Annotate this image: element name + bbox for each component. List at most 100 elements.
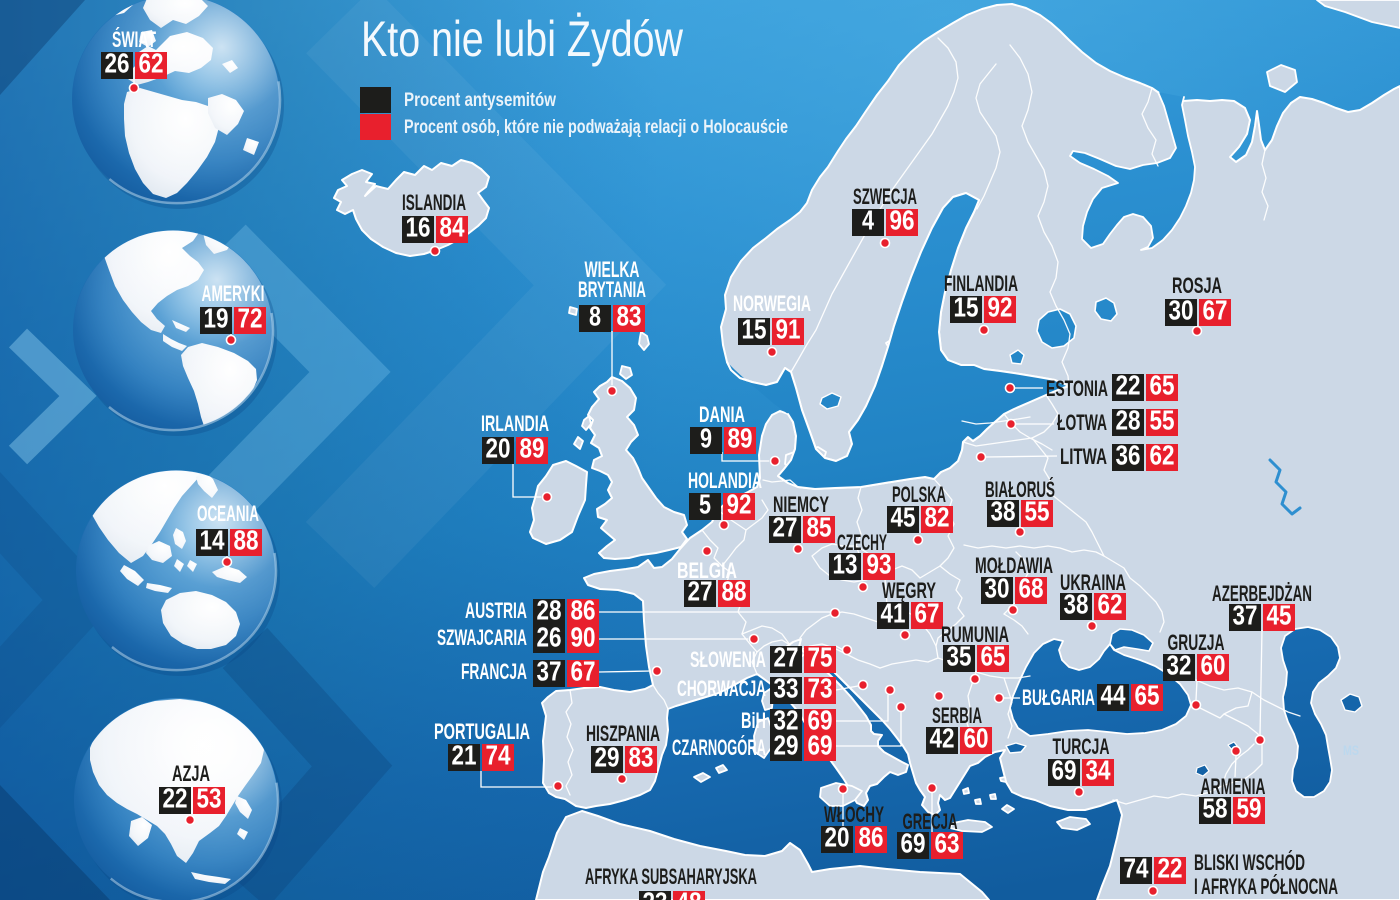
svg-text:HISZPANIA: HISZPANIA: [586, 721, 660, 746]
svg-text:SZWAJCARIA: SZWAJCARIA: [437, 625, 527, 650]
svg-text:AUSTRIA: AUSTRIA: [465, 598, 527, 623]
svg-text:BIAŁORUŚ: BIAŁORUŚ: [985, 477, 1055, 502]
svg-text:65: 65: [1150, 370, 1175, 401]
svg-text:20: 20: [486, 433, 511, 464]
svg-text:ESTONIA: ESTONIA: [1046, 376, 1108, 401]
svg-text:85: 85: [807, 512, 832, 543]
svg-text:UKRAINA: UKRAINA: [1060, 570, 1126, 595]
svg-text:Kto nie lubi Żydów: Kto nie lubi Żydów: [361, 11, 684, 67]
svg-text:84: 84: [440, 212, 465, 243]
svg-text:20: 20: [825, 822, 850, 853]
svg-text:67: 67: [915, 598, 940, 629]
svg-text:SŁOWENIA: SŁOWENIA: [690, 647, 766, 672]
svg-text:72: 72: [238, 303, 263, 334]
svg-text:CZECHY: CZECHY: [837, 530, 887, 555]
svg-text:CHORWACJA: CHORWACJA: [677, 676, 766, 701]
svg-text:75: 75: [808, 642, 833, 673]
svg-text:60: 60: [964, 723, 989, 754]
svg-text:TURCJA: TURCJA: [1053, 734, 1110, 759]
svg-text:22: 22: [163, 783, 188, 814]
svg-text:67: 67: [571, 656, 596, 687]
svg-text:83: 83: [629, 742, 654, 773]
svg-text:15: 15: [954, 292, 979, 323]
svg-text:88: 88: [722, 576, 747, 607]
svg-text:38: 38: [991, 496, 1016, 527]
svg-text:RUMUNIA: RUMUNIA: [941, 622, 1009, 647]
svg-text:28: 28: [537, 595, 562, 626]
svg-text:38: 38: [1064, 589, 1089, 620]
svg-text:GRECJA: GRECJA: [903, 809, 958, 834]
svg-text:69: 69: [808, 705, 833, 736]
svg-text:88: 88: [234, 525, 259, 556]
svg-text:60: 60: [1201, 650, 1226, 681]
svg-text:69: 69: [901, 828, 926, 859]
svg-text:27: 27: [773, 512, 798, 543]
svg-text:44: 44: [1101, 680, 1126, 711]
svg-text:45: 45: [891, 502, 916, 533]
svg-text:58: 58: [1203, 793, 1228, 824]
svg-text:62: 62: [1150, 440, 1175, 471]
svg-text:55: 55: [1025, 496, 1050, 527]
svg-text:65: 65: [1135, 680, 1160, 711]
svg-text:4: 4: [862, 205, 874, 236]
svg-text:GRUZJA: GRUZJA: [1168, 630, 1225, 655]
svg-text:55: 55: [1150, 405, 1175, 436]
svg-text:73: 73: [808, 673, 833, 704]
svg-text:9: 9: [700, 423, 712, 454]
svg-text:FINLANDIA: FINLANDIA: [944, 271, 1018, 296]
svg-text:BiH: BiH: [741, 708, 766, 733]
svg-text:86: 86: [571, 595, 596, 626]
svg-text:33: 33: [774, 673, 799, 704]
svg-text:22: 22: [1158, 853, 1183, 884]
svg-text:LITWA: LITWA: [1060, 444, 1107, 469]
svg-text:FRANCJA: FRANCJA: [461, 659, 527, 684]
svg-text:67: 67: [1203, 295, 1228, 326]
svg-text:ROSJA: ROSJA: [1172, 273, 1222, 298]
svg-text:91: 91: [776, 314, 801, 345]
svg-text:69: 69: [1052, 755, 1077, 786]
svg-text:62: 62: [139, 48, 164, 79]
svg-text:26: 26: [537, 622, 562, 653]
svg-text:MOŁDAWIA: MOŁDAWIA: [975, 553, 1053, 578]
svg-text:92: 92: [988, 292, 1013, 323]
svg-text:48: 48: [677, 887, 702, 900]
svg-text:ŚWIAT: ŚWIAT: [112, 27, 156, 52]
svg-text:PORTUGALIA: PORTUGALIA: [434, 719, 530, 744]
svg-text:SZWECJA: SZWECJA: [853, 184, 917, 209]
svg-text:27: 27: [688, 576, 713, 607]
svg-text:32: 32: [1167, 650, 1192, 681]
svg-text:32: 32: [774, 705, 799, 736]
svg-text:89: 89: [520, 433, 545, 464]
svg-text:36: 36: [1116, 440, 1141, 471]
svg-text:90: 90: [571, 622, 596, 653]
svg-text:WĘGRY: WĘGRY: [882, 578, 936, 603]
svg-text:ARMENIA: ARMENIA: [1201, 774, 1266, 799]
svg-text:34: 34: [1086, 755, 1111, 786]
svg-text:30: 30: [985, 573, 1010, 604]
svg-text:CZARNOGÓRA: CZARNOGÓRA: [672, 735, 766, 760]
svg-text:53: 53: [197, 783, 222, 814]
svg-text:86: 86: [859, 822, 884, 853]
svg-text:23: 23: [643, 887, 668, 900]
svg-text:SERBIA: SERBIA: [932, 703, 982, 728]
svg-text:Procent antysemitów: Procent antysemitów: [404, 90, 556, 111]
svg-text:30: 30: [1169, 295, 1194, 326]
svg-text:65: 65: [981, 641, 1006, 672]
svg-text:AMERYKI: AMERYKI: [202, 281, 265, 306]
svg-text:63: 63: [935, 828, 960, 859]
svg-text:AZJA: AZJA: [172, 761, 210, 786]
svg-text:I AFRYKA PÓŁNOCNA: I AFRYKA PÓŁNOCNA: [1194, 874, 1338, 899]
svg-text:68: 68: [1019, 573, 1044, 604]
svg-text:74: 74: [486, 740, 511, 771]
svg-text:45: 45: [1267, 600, 1292, 631]
svg-text:NIEMCY: NIEMCY: [773, 492, 829, 517]
svg-text:WŁOCHY: WŁOCHY: [824, 802, 884, 827]
svg-text:8: 8: [589, 301, 601, 332]
svg-text:15: 15: [742, 314, 767, 345]
svg-text:35: 35: [947, 641, 972, 672]
svg-text:41: 41: [881, 598, 906, 629]
svg-text:5: 5: [699, 489, 711, 520]
svg-text:28: 28: [1116, 405, 1141, 436]
svg-text:16: 16: [406, 212, 431, 243]
svg-text:BRYTANIA: BRYTANIA: [578, 277, 646, 302]
